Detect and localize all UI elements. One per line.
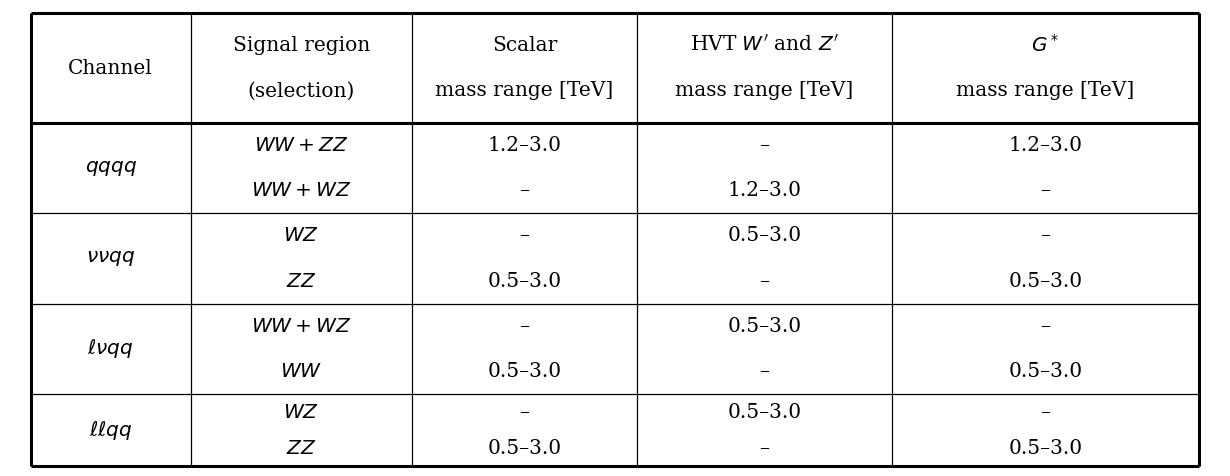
Text: –: – — [1041, 227, 1050, 245]
Text: $\ell\nu qq$: $\ell\nu qq$ — [87, 337, 134, 360]
Text: 1.2–3.0: 1.2–3.0 — [487, 136, 562, 155]
Text: Scalar: Scalar — [492, 36, 557, 55]
Text: mass range [TeV]: mass range [TeV] — [675, 81, 854, 100]
Text: $G^*$: $G^*$ — [1032, 34, 1059, 56]
Text: 0.5–3.0: 0.5–3.0 — [1009, 272, 1082, 290]
Text: $\nu\nu qq$: $\nu\nu qq$ — [86, 249, 135, 268]
Text: 1.2–3.0: 1.2–3.0 — [727, 181, 802, 200]
Text: 0.5–3.0: 0.5–3.0 — [727, 227, 802, 245]
Text: –: – — [519, 227, 530, 245]
Text: –: – — [759, 272, 770, 290]
Text: mass range [TeV]: mass range [TeV] — [435, 81, 614, 100]
Text: 0.5–3.0: 0.5–3.0 — [487, 439, 562, 458]
Text: –: – — [519, 317, 530, 336]
Text: –: – — [1041, 403, 1050, 422]
Text: –: – — [759, 136, 770, 155]
Text: –: – — [1041, 181, 1050, 200]
Text: $WW + WZ$: $WW + WZ$ — [251, 317, 352, 336]
Text: HVT $W'$ and $Z'$: HVT $W'$ and $Z'$ — [690, 35, 839, 55]
Text: $WZ$: $WZ$ — [283, 403, 320, 422]
Text: 0.5–3.0: 0.5–3.0 — [487, 362, 562, 381]
Text: –: – — [519, 181, 530, 200]
Text: Channel: Channel — [69, 59, 153, 78]
Text: 0.5–3.0: 0.5–3.0 — [487, 272, 562, 290]
Text: $\ell\ell qq$: $\ell\ell qq$ — [89, 419, 133, 442]
Text: 0.5–3.0: 0.5–3.0 — [727, 403, 802, 422]
Text: (selection): (selection) — [247, 81, 355, 100]
Text: Signal region: Signal region — [232, 36, 370, 55]
Text: –: – — [519, 403, 530, 422]
Text: $ZZ$: $ZZ$ — [287, 439, 316, 458]
Text: $WW + WZ$: $WW + WZ$ — [251, 181, 352, 200]
Text: 1.2–3.0: 1.2–3.0 — [1009, 136, 1082, 155]
Text: 0.5–3.0: 0.5–3.0 — [1009, 439, 1082, 458]
Text: –: – — [759, 439, 770, 458]
Text: 0.5–3.0: 0.5–3.0 — [1009, 362, 1082, 381]
Text: $WZ$: $WZ$ — [283, 227, 320, 245]
Text: $qqqq$: $qqqq$ — [85, 159, 137, 178]
Text: $WW + ZZ$: $WW + ZZ$ — [255, 136, 348, 155]
Text: $WW$: $WW$ — [280, 362, 322, 381]
Text: mass range [TeV]: mass range [TeV] — [957, 81, 1134, 100]
Text: –: – — [759, 362, 770, 381]
Text: $ZZ$: $ZZ$ — [287, 272, 316, 290]
Text: –: – — [1041, 317, 1050, 336]
Text: 0.5–3.0: 0.5–3.0 — [727, 317, 802, 336]
